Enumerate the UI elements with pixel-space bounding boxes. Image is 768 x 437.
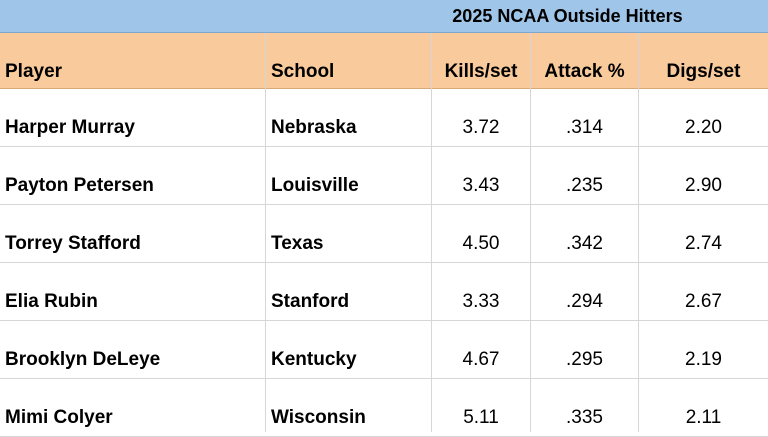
column-divider — [431, 33, 432, 432]
cell-player[interactable]: Torrey Stafford — [5, 233, 141, 254]
cell-school[interactable]: Kentucky — [271, 349, 357, 370]
cell-digs-per-set[interactable]: 2.90 — [685, 175, 722, 196]
cell-player[interactable]: Mimi Colyer — [5, 407, 113, 428]
cell-attack-percent[interactable]: .295 — [566, 349, 603, 370]
cell-digs-per-set[interactable]: 2.74 — [685, 233, 722, 254]
cell-attack-percent[interactable]: .335 — [566, 407, 603, 428]
cell-digs-per-set[interactable]: 2.67 — [685, 291, 722, 312]
table-title: 2025 NCAA Outside Hitters — [452, 6, 683, 26]
cell-player[interactable]: Elia Rubin — [5, 291, 98, 312]
table-row[interactable]: Payton Petersen Louisville 3.43 .235 2.9… — [0, 147, 768, 205]
cell-attack-percent[interactable]: .294 — [566, 291, 603, 312]
header-row: Player School Kills/set Attack % Digs/se… — [0, 33, 768, 89]
header-digs-per-set[interactable]: Digs/set — [666, 61, 741, 82]
header-school[interactable]: School — [271, 61, 335, 82]
cell-school[interactable]: Stanford — [271, 291, 350, 312]
cell-digs-per-set[interactable]: 2.11 — [685, 407, 722, 428]
cell-attack-percent[interactable]: .342 — [566, 233, 603, 254]
cell-player[interactable]: Brooklyn DeLeye — [5, 349, 161, 370]
cell-school[interactable]: Louisville — [271, 175, 359, 196]
column-divider — [530, 33, 531, 432]
cell-school[interactable]: Texas — [271, 233, 324, 254]
cell-kills-per-set[interactable]: 4.67 — [462, 349, 500, 370]
header-player[interactable]: Player — [5, 61, 63, 82]
cell-school[interactable]: Nebraska — [271, 117, 357, 138]
cell-player[interactable]: Harper Murray — [5, 117, 135, 138]
cell-school[interactable]: Wisconsin — [271, 407, 366, 428]
cell-digs-per-set[interactable]: 2.20 — [685, 117, 722, 138]
table-row[interactable]: Torrey Stafford Texas 4.50 .342 2.74 — [0, 205, 768, 263]
column-divider — [638, 33, 639, 432]
table-row[interactable]: Harper Murray Nebraska 3.72 .314 2.20 — [0, 89, 768, 147]
cell-kills-per-set[interactable]: 3.72 — [462, 117, 500, 138]
cell-kills-per-set[interactable]: 3.43 — [462, 175, 500, 196]
table-body: Harper Murray Nebraska 3.72 .314 2.20 Pa… — [0, 89, 768, 437]
header-attack-percent[interactable]: Attack % — [544, 61, 625, 82]
cell-kills-per-set[interactable]: 3.33 — [462, 291, 500, 312]
title-row[interactable]: 2025 NCAA Outside Hitters — [0, 0, 768, 33]
cell-attack-percent[interactable]: .314 — [566, 117, 603, 138]
column-divider — [265, 33, 266, 432]
table-row[interactable]: Elia Rubin Stanford 3.33 .294 2.67 — [0, 263, 768, 321]
table-row[interactable]: Mimi Colyer Wisconsin 5.11 .335 2.11 — [0, 379, 768, 437]
header-kills-per-set[interactable]: Kills/set — [444, 61, 518, 82]
cell-attack-percent[interactable]: .235 — [566, 175, 603, 196]
cell-kills-per-set[interactable]: 4.50 — [462, 233, 500, 254]
table-row[interactable]: Brooklyn DeLeye Kentucky 4.67 .295 2.19 — [0, 321, 768, 379]
cell-digs-per-set[interactable]: 2.19 — [685, 349, 722, 370]
cell-player[interactable]: Payton Petersen — [5, 175, 154, 196]
cell-kills-per-set[interactable]: 5.11 — [463, 407, 499, 428]
